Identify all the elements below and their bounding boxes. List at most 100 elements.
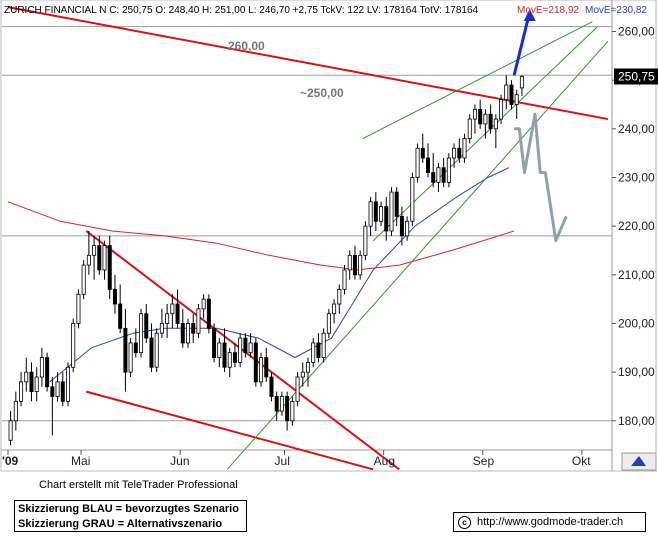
candle-body — [180, 323, 185, 344]
candle-body — [519, 76, 524, 89]
candle-body — [420, 147, 425, 159]
candle-body — [81, 264, 86, 295]
candle-body — [300, 371, 305, 378]
y-tick-label: 180,00 — [618, 414, 655, 428]
last-price-tag — [614, 68, 658, 85]
candle-body — [259, 357, 264, 383]
x-tick-label: '09 — [2, 454, 19, 468]
source-url: http://www.godmode-trader.ch — [477, 516, 624, 528]
candle-body — [509, 84, 514, 105]
candle-body — [493, 118, 498, 130]
candle-body — [352, 254, 357, 276]
trendline — [362, 21, 593, 139]
candle-body — [196, 308, 201, 334]
candle-body — [253, 342, 258, 383]
candle-body — [206, 298, 211, 329]
x-tick-label: Jul — [275, 454, 290, 468]
candle-body — [92, 245, 97, 256]
candle-body — [144, 313, 149, 339]
trendline — [85, 230, 400, 471]
y-tick-label: 260,00 — [618, 24, 655, 38]
candle-body — [472, 108, 477, 120]
x-tick-label: Aug — [374, 454, 395, 468]
candle-body — [212, 327, 217, 358]
candle-body — [274, 396, 279, 412]
legend-move-e2: MovE=230,82 — [585, 5, 647, 16]
source-link[interactable]: c http://www.godmode-trader.ch — [453, 512, 646, 532]
candle-body — [191, 323, 196, 334]
candle-body — [373, 201, 378, 222]
candle-body — [332, 303, 337, 315]
candle-body — [462, 138, 467, 159]
candle-body — [457, 147, 462, 159]
candle-body — [159, 323, 164, 334]
moving-average-line-1 — [7, 201, 515, 271]
candle-body — [45, 357, 50, 388]
candle-body — [514, 94, 519, 105]
candle-body — [222, 342, 227, 368]
candle-body — [389, 191, 394, 232]
candle-body — [436, 167, 441, 183]
candle-body — [185, 323, 190, 344]
annotation-260: 260,00 — [228, 39, 265, 53]
candle-body — [102, 245, 107, 271]
scenario-path-grau — [514, 112, 568, 243]
candle-body — [431, 172, 436, 183]
candle-body — [243, 337, 248, 354]
candle-body — [248, 342, 253, 354]
candle-body — [118, 303, 123, 329]
trendline — [85, 390, 374, 471]
candle-body — [55, 381, 60, 397]
scenario-arrowhead — [523, 9, 536, 21]
y-tick-label: 230,00 — [618, 170, 655, 184]
candle-body — [133, 342, 138, 354]
candle-body — [399, 215, 404, 237]
y-tick-label: 240,00 — [618, 122, 655, 136]
candle-body — [358, 254, 363, 276]
candle-body — [488, 113, 493, 130]
candle-body — [149, 337, 154, 368]
candle-body — [425, 157, 430, 174]
candle-body — [170, 303, 175, 315]
candle-body — [363, 225, 368, 256]
copyright-icon: c — [458, 515, 471, 529]
candle-body — [384, 206, 389, 232]
candle-body — [97, 245, 102, 271]
candle-body — [60, 381, 65, 402]
candle-body — [8, 420, 13, 441]
y-tick-label: 220,00 — [618, 219, 655, 233]
legend-move-e1: MovE=218,92 — [517, 5, 579, 16]
chart-frame — [0, 0, 657, 472]
annotation-250: ~250,00 — [300, 86, 344, 100]
candle-body — [483, 113, 488, 125]
candle-body — [347, 254, 352, 271]
candle-body — [279, 396, 284, 412]
candle-body — [311, 342, 316, 363]
candle-body — [467, 118, 472, 139]
candle-body — [441, 167, 446, 183]
y-tick-label: 200,00 — [618, 316, 655, 330]
candle-body — [405, 220, 410, 237]
candle-body — [139, 313, 144, 354]
candle-body — [71, 323, 76, 368]
scroll-arrow-icon — [631, 456, 646, 466]
candle-body — [269, 376, 274, 397]
scenario-path-blau — [512, 11, 532, 76]
x-tick-label: Okt — [572, 454, 591, 468]
candle-body — [478, 108, 483, 125]
trendline — [7, 6, 609, 121]
candle-body — [13, 400, 18, 422]
candle-body — [24, 371, 29, 383]
header-info: ZURICH FINANCIAL N C: 250,75 O: 248,40 H… — [4, 5, 479, 16]
candle-body — [154, 332, 159, 368]
trendline — [226, 40, 609, 470]
last-price-label: 250,75 — [618, 69, 655, 83]
candle-body — [326, 313, 331, 334]
candle-body — [379, 206, 384, 222]
candle-body — [107, 245, 112, 290]
candle-body — [446, 157, 451, 183]
candle-body — [368, 201, 373, 227]
candle-body — [112, 288, 117, 305]
